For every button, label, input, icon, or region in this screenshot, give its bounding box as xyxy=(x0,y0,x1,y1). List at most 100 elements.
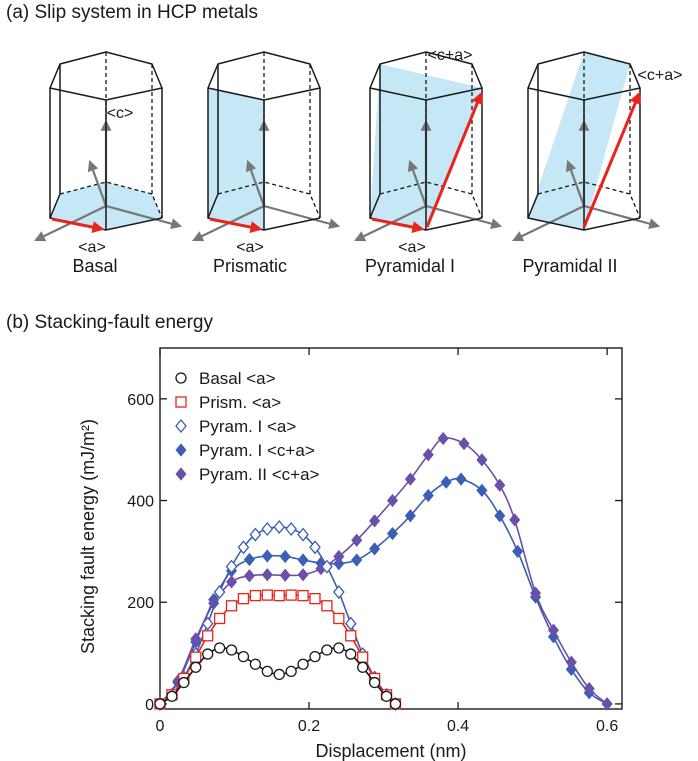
legend-marker xyxy=(175,467,187,481)
hcp-slip-diagrams: <a> <c> <a> <a> <c+a> <c+a> xyxy=(34,47,683,256)
y-tick-label: 400 xyxy=(127,494,154,511)
y-axis-label: Stacking fault energy (mJ/m²) xyxy=(78,419,98,654)
legend-marker xyxy=(175,372,187,384)
hidden-edge xyxy=(217,181,321,219)
data-point xyxy=(309,593,321,605)
panel-a-slip-systems: (a) Slip system in HCP metals <a> <c> <a> <… xyxy=(0,0,698,300)
data-point xyxy=(422,488,434,503)
data-point xyxy=(225,600,238,612)
x-tick-label: 0 xyxy=(156,718,165,735)
data-point xyxy=(583,682,595,696)
a2-axis-arrow xyxy=(105,204,183,230)
data-point xyxy=(297,527,309,542)
legend-label: Prism. <a> xyxy=(199,393,281,412)
x-tick-label: 0.2 xyxy=(298,718,320,735)
data-point xyxy=(202,648,214,660)
pyramidal-1-label: Pyramidal I xyxy=(364,256,456,276)
data-point xyxy=(440,475,452,489)
data-point xyxy=(243,569,255,583)
hidden-edge xyxy=(379,181,483,219)
data-point xyxy=(166,690,178,702)
data-point xyxy=(249,658,262,670)
data-point xyxy=(404,509,416,523)
data-point xyxy=(243,552,255,567)
data-point xyxy=(494,478,506,492)
data-point xyxy=(458,436,470,451)
data-point xyxy=(309,540,321,555)
data-point xyxy=(333,549,345,564)
data-point xyxy=(422,448,434,462)
data-point xyxy=(213,612,226,625)
x-axis-label: Displacement (nm) xyxy=(315,741,466,761)
data-point xyxy=(389,698,402,710)
y-tick-label: 600 xyxy=(127,392,154,409)
data-point xyxy=(380,690,393,702)
data-point xyxy=(261,568,273,582)
a2-axis-arrow xyxy=(583,204,661,230)
data-point xyxy=(509,513,521,527)
data-point xyxy=(261,589,273,601)
data-point xyxy=(213,642,226,654)
panel-b-stacking-fault: (b) Stacking-fault energy Displacement (… xyxy=(0,306,698,761)
slip-direction-a-arrow xyxy=(209,217,263,234)
legend-label: Basal <a> xyxy=(199,369,276,388)
data-point xyxy=(285,665,297,678)
data-point xyxy=(512,544,524,559)
data-point xyxy=(261,549,273,563)
data-point xyxy=(332,585,345,600)
slip-a-label: <a> xyxy=(78,239,106,256)
slip-direction-ca-arrow xyxy=(582,91,641,228)
a3-axis-arrow xyxy=(245,159,266,207)
data-point xyxy=(369,514,381,528)
legend-marker xyxy=(175,443,187,457)
data-point xyxy=(530,586,542,600)
a2-axis-arrow xyxy=(425,204,503,230)
data-point xyxy=(190,651,202,663)
data-point xyxy=(261,521,274,537)
slip-a-label: <a> xyxy=(236,239,264,256)
bottom-edge xyxy=(527,193,641,231)
legend: Basal <a> Prism. <a> Pyram. I <a> Pyram. I … xyxy=(175,369,320,484)
data-point xyxy=(565,655,577,669)
panel-a-title: (a) Slip system in HCP metals xyxy=(6,2,258,23)
data-point xyxy=(249,527,262,542)
data-point xyxy=(344,616,357,631)
series-2 xyxy=(154,519,402,711)
legend-marker xyxy=(175,396,187,408)
hidden-edge xyxy=(59,181,163,219)
data-point xyxy=(201,616,214,631)
x-tick-label: 0.4 xyxy=(447,718,469,735)
hidden-edge xyxy=(537,181,641,219)
data-point xyxy=(178,676,190,689)
data-point xyxy=(261,665,273,678)
slip-ca-label: <c+a> xyxy=(638,67,683,84)
data-point xyxy=(321,559,333,574)
data-point xyxy=(273,589,285,602)
data-point xyxy=(601,697,613,711)
slip-a-label: <a> xyxy=(398,239,426,256)
a2-axis-arrow xyxy=(263,204,341,230)
data-point xyxy=(386,493,399,508)
data-point xyxy=(297,553,309,567)
data-point xyxy=(202,630,214,642)
stacking-fault-chart: Displacement (nm) Stacking fault energy … xyxy=(78,347,623,761)
legend-marker xyxy=(175,418,187,434)
data-point xyxy=(386,526,399,541)
slip-plane xyxy=(528,52,630,230)
data-point xyxy=(285,521,297,537)
slip-direction-ca-arrow xyxy=(425,91,483,228)
data-point xyxy=(351,533,363,547)
data-point xyxy=(547,623,559,637)
data-point xyxy=(404,472,416,486)
slip-direction-a-arrow xyxy=(51,217,105,234)
slip-direction-a-arrow xyxy=(371,217,425,234)
data-point xyxy=(273,519,286,534)
a3-axis-arrow xyxy=(565,159,586,207)
legend-label: Pyram. I <a> xyxy=(199,417,296,436)
data-point xyxy=(357,651,369,663)
panel-b-title: (b) Stacking-fault energy xyxy=(6,312,213,333)
data-point xyxy=(297,658,309,670)
data-point xyxy=(369,542,381,556)
prismatic-label: Prismatic xyxy=(212,256,287,276)
data-point xyxy=(437,431,449,446)
